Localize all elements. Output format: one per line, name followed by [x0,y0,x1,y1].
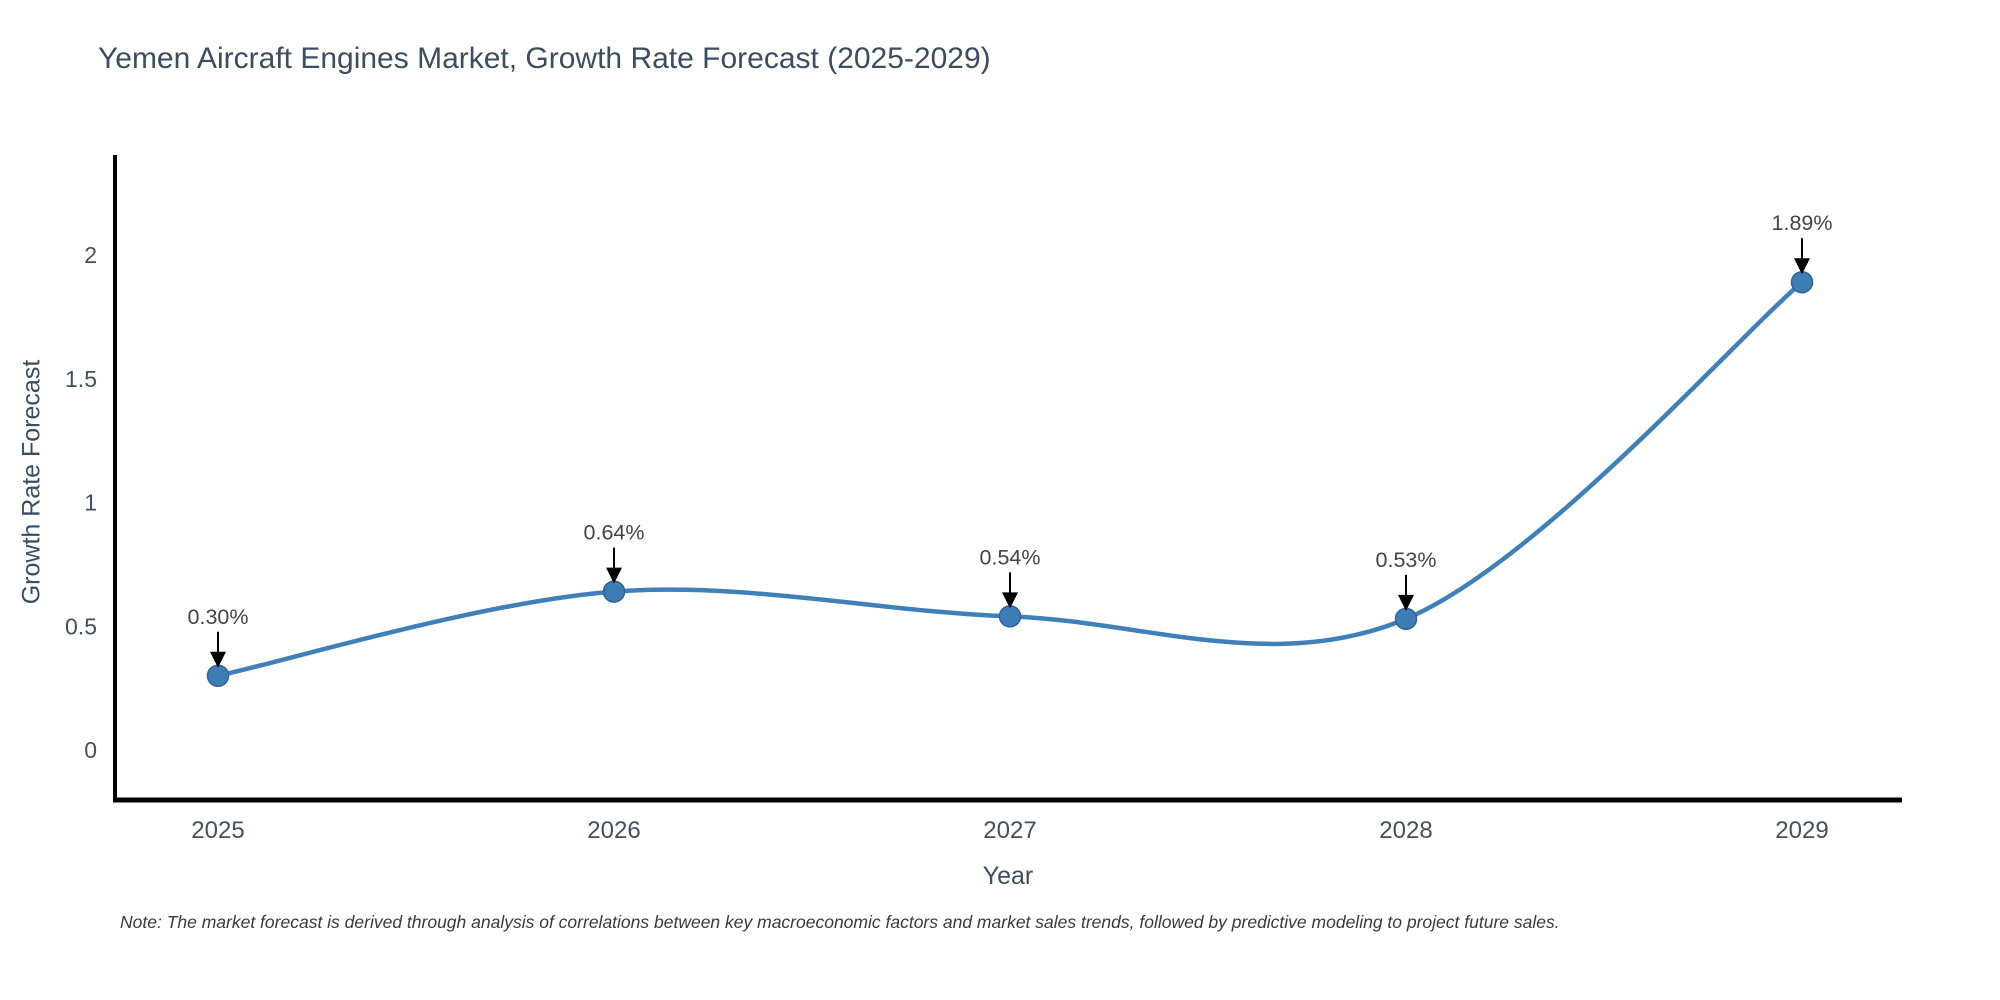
chart-title: Yemen Aircraft Engines Market, Growth Ra… [98,42,991,75]
footnote: Note: The market forecast is derived thr… [120,912,1560,932]
x-axis-line [113,797,1902,803]
x-tick-label: 2028 [1379,817,1432,844]
data-point-marker [1394,607,1418,631]
x-axis-title: Year [982,862,1034,890]
y-tick-label: 0.5 [65,613,97,639]
x-tick-label: 2025 [191,817,244,844]
data-point-marker [602,580,626,603]
y-axis-line [113,155,117,803]
data-point-label: 0.53% [1376,548,1437,572]
x-tick-label: 2026 [587,817,640,844]
y-tick-label: 1.5 [65,366,97,392]
data-point-marker [1790,270,1814,294]
annotation-arrowhead [1398,594,1414,611]
data-point-label: 1.89% [1772,211,1833,235]
annotation-arrowhead [606,567,622,584]
annotation-arrowhead [1002,592,1018,609]
data-point-label: 0.30% [188,605,249,629]
series-line [215,279,1805,678]
annotation-arrowhead [210,651,226,668]
y-tick-label: 1 [84,490,97,516]
y-tick-label: 0 [84,737,97,763]
x-tick-label: 2027 [983,817,1036,844]
data-point-label: 0.54% [980,545,1041,569]
annotation-arrowhead [1794,258,1810,275]
data-point-label: 0.64% [584,521,645,545]
data-point-marker [206,664,230,687]
data-point-marker [998,605,1022,628]
y-tick-label: 2 [84,242,97,268]
x-tick-label: 2029 [1775,817,1828,844]
